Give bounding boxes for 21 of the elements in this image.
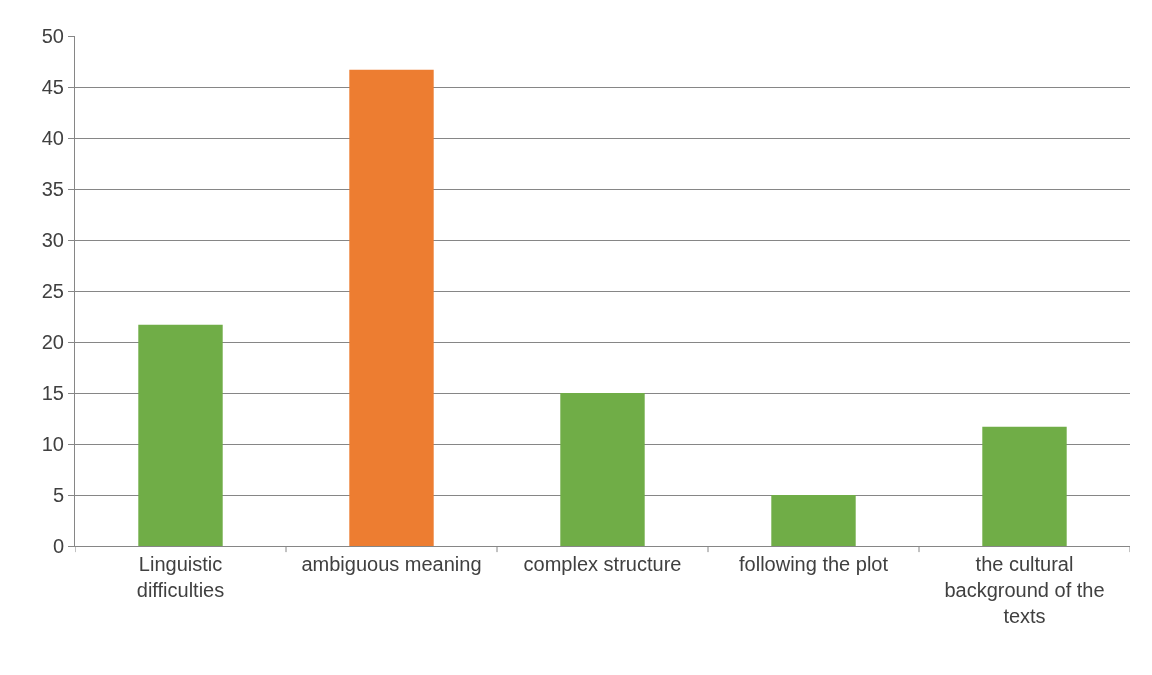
y-tick-label: 5 [52,484,64,506]
bar [138,324,223,546]
y-tick-label: 35 [41,178,64,200]
bar [560,393,645,546]
x-tick-label: ambiguous meaning [301,553,482,575]
x-tick-label: Linguistic difficulties [136,553,225,601]
bar [771,495,856,546]
y-tick-label: 10 [41,433,64,455]
y-tick-label: 45 [41,76,64,98]
y-tick-label: 40 [41,127,64,149]
y-tick-label: 20 [41,331,64,353]
x-tick-label: complex structure [523,553,682,575]
y-tick-label: 30 [41,229,64,251]
x-tick-label: following the plot [739,553,889,575]
bar [349,69,434,546]
x-tick-label: the cultural background of the texts [944,553,1105,627]
y-tick-label: 15 [41,382,64,404]
y-tick-label: 50 [41,25,64,47]
y-tick-label: 0 [52,535,64,557]
bar [982,426,1067,546]
y-tick-label: 25 [41,280,64,302]
